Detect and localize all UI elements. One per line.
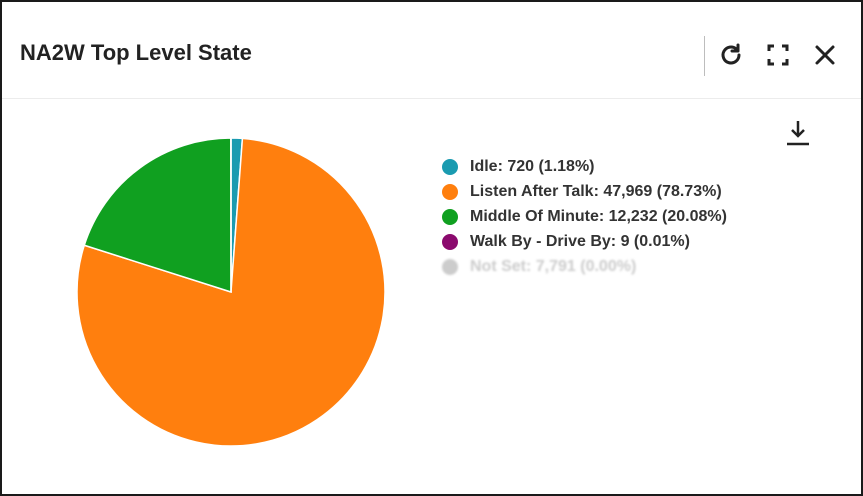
legend-item-idle[interactable]: Idle: 720 (1.18%) (442, 154, 727, 179)
pie-slice-middle-of-minute[interactable] (83, 137, 232, 294)
fullscreen-button[interactable] (763, 40, 793, 70)
fullscreen-icon (767, 44, 789, 66)
refresh-button[interactable] (716, 40, 746, 70)
legend-label: Not Set: 7,791 (0.00%) (470, 257, 637, 275)
legend-item-walk-by-drive-by[interactable]: Walk By - Drive By: 9 (0.01%) (442, 229, 727, 254)
legend-marker (442, 158, 458, 175)
legend-marker (442, 208, 458, 225)
panel-title: NA2W Top Level State (20, 40, 252, 65)
close-button[interactable] (810, 40, 840, 70)
legend-label: Middle Of Minute: 12,232 (20.08%) (470, 207, 727, 225)
legend-item-listen-after-talk[interactable]: Listen After Talk: 47,969 (78.73%) (442, 179, 727, 204)
legend-label: Listen After Talk: 47,969 (78.73%) (470, 182, 722, 200)
legend-label: Idle: 720 (1.18%) (470, 157, 595, 175)
header-divider (704, 36, 705, 76)
pie-slices (76, 137, 386, 447)
download-button[interactable] (784, 118, 812, 148)
legend-label: Walk By - Drive By: 9 (0.01%) (470, 232, 690, 250)
chart-legend: Idle: 720 (1.18%) Listen After Talk: 47,9… (442, 154, 727, 279)
legend-item-not-set[interactable]: Not Set: 7,791 (0.00%) (442, 254, 727, 279)
legend-item-middle-of-minute[interactable]: Middle Of Minute: 12,232 (20.08%) (442, 204, 727, 229)
close-icon (815, 45, 835, 65)
legend-marker (442, 258, 458, 275)
download-icon (787, 121, 809, 146)
refresh-icon (721, 43, 741, 65)
legend-marker (442, 233, 458, 250)
header-separator (2, 98, 861, 99)
legend-marker (442, 183, 458, 200)
